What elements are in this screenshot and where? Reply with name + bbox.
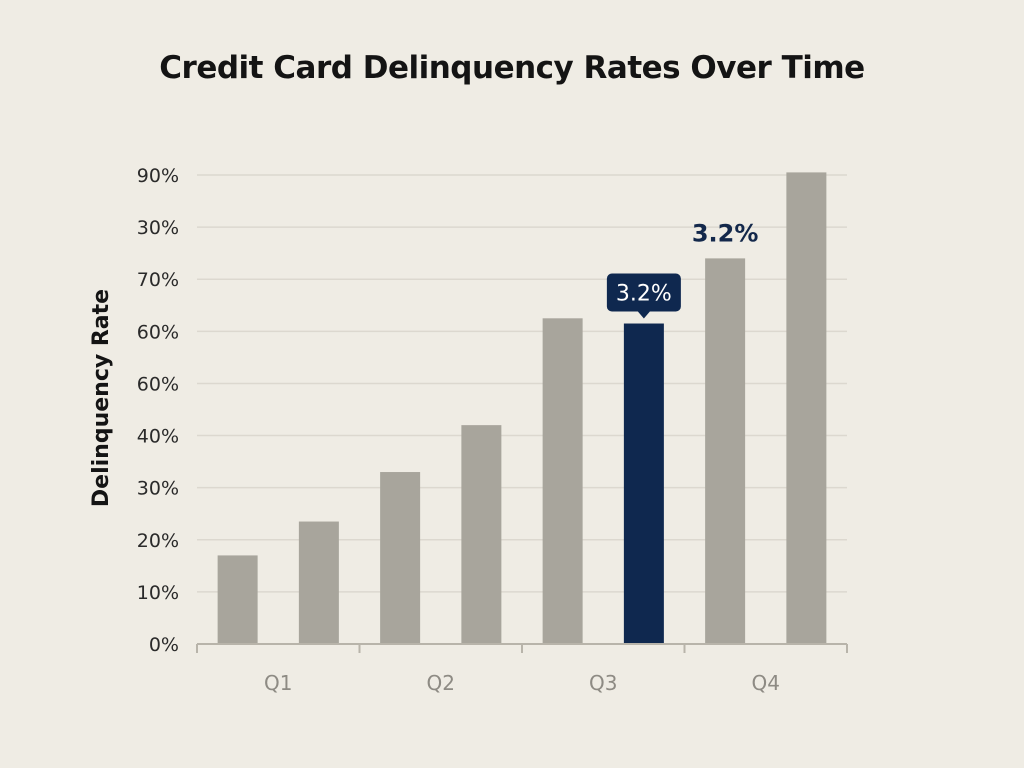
bar [298, 521, 339, 644]
x-axis [196, 643, 848, 653]
y-tick-label: 90% [137, 165, 179, 187]
y-tick-label: 30% [137, 478, 179, 500]
y-tick-label: 40% [137, 426, 179, 448]
bar [461, 425, 502, 644]
callout-box [606, 273, 681, 312]
x-category-labels: Q1 Q2 Q3 Q4 [264, 671, 780, 695]
bar [217, 555, 258, 644]
y-tick-label: 70% [137, 269, 179, 291]
annotations: 3.2% 3.2% [606, 219, 759, 319]
data-label-callout: 3.2% [606, 273, 681, 319]
bar [542, 318, 583, 644]
y-tick-label: 0% [149, 634, 179, 656]
data-label: 3.2% [616, 282, 672, 307]
y-tick-label: 60% [137, 373, 179, 395]
bars [217, 172, 827, 644]
y-axis-label: Delinquency Rate [89, 289, 114, 507]
x-category-label: Q1 [264, 671, 292, 695]
bar [786, 172, 827, 644]
y-tick-labels: 0% 10% 20% 30% 40% 60% 60% 70% 30% 90% [137, 165, 179, 656]
chart-title: Credit Card Delinquency Rates Over Time [159, 50, 864, 86]
y-tick-label: 60% [137, 321, 179, 343]
y-tick-label: 30% [137, 217, 179, 239]
data-label: 3.2% [692, 219, 759, 247]
bar [380, 472, 421, 644]
bar [705, 258, 746, 644]
y-tick-label: 20% [137, 530, 179, 552]
x-category-label: Q2 [427, 671, 455, 695]
bar-highlighted [623, 323, 664, 644]
x-category-label: Q3 [589, 671, 617, 695]
y-tick-label: 10% [137, 582, 179, 604]
x-category-label: Q4 [752, 671, 780, 695]
callout-pointer [637, 311, 650, 319]
